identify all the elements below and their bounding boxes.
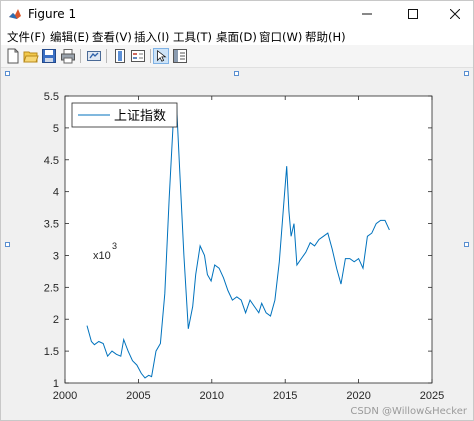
minimize-button[interactable]: [345, 1, 389, 27]
close-button[interactable]: [437, 1, 473, 27]
axes-box: [64, 95, 433, 384]
y-tick-label: 1: [53, 378, 59, 390]
toolbar-separator: [150, 49, 151, 63]
resize-handle[interactable]: [464, 71, 469, 76]
y-tick-label: 4.5: [44, 155, 59, 167]
y-tick-label: 5.5: [44, 91, 59, 103]
y-tick-label: 4: [53, 187, 59, 199]
x-tick-label: 2010: [200, 390, 224, 402]
y-tick-label: 1.5: [44, 346, 59, 358]
x-tick-label: 2025: [420, 390, 444, 402]
pointer-icon[interactable]: [153, 48, 169, 64]
menu-help[interactable]: 帮助(H): [305, 30, 346, 44]
figure-canvas[interactable]: 2000 2005 2010 2015 2020 2025 1 1.5 2 2.5 3 3.5 4 4.5…: [1, 68, 473, 420]
x-tick-label: 2000: [53, 390, 77, 402]
y-tick-label: 3: [53, 250, 59, 262]
close-icon: [450, 9, 460, 19]
save-icon[interactable]: [41, 48, 57, 64]
resize-handle[interactable]: [464, 242, 469, 247]
x-tick-label: 2005: [126, 390, 150, 402]
figure-toolbar: [1, 45, 473, 68]
link-icon[interactable]: [86, 48, 102, 64]
maximize-button[interactable]: [391, 1, 435, 27]
resize-handle[interactable]: [5, 242, 10, 247]
resize-handle[interactable]: [5, 71, 10, 76]
menu-desktop[interactable]: 桌面(D): [216, 30, 257, 44]
axes-background[interactable]: [65, 96, 432, 383]
y-tick-label: 3.5: [44, 219, 59, 231]
insert-colorbar-icon[interactable]: [112, 48, 128, 64]
menu-file[interactable]: 文件(F): [7, 30, 46, 44]
maximize-icon: [408, 9, 418, 19]
toolbar-separator: [106, 49, 107, 63]
title-bar[interactable]: Figure 1: [1, 1, 473, 27]
y-multiplier-exponent: 3: [112, 241, 117, 251]
y-tick-label: 2: [53, 314, 59, 326]
x-tick-label: 2015: [273, 390, 297, 402]
legend[interactable]: 上证指数: [71, 102, 178, 128]
toolbar-separator: [80, 49, 81, 63]
series-line: [86, 105, 390, 379]
y-multiplier-label: x10: [93, 250, 111, 262]
y-tick-label: 5: [53, 123, 59, 135]
open-file-icon[interactable]: [23, 48, 39, 64]
watermark: CSDN @Willow&Hecker: [350, 406, 467, 417]
property-inspector-icon[interactable]: [172, 48, 188, 64]
menu-edit[interactable]: 编辑(E): [50, 30, 90, 44]
x-tick-label: 2020: [346, 390, 370, 402]
menu-window[interactable]: 窗口(W): [259, 30, 303, 44]
insert-legend-icon[interactable]: [130, 48, 146, 64]
menu-tools[interactable]: 工具(T): [173, 30, 212, 44]
window-title: Figure 1: [28, 7, 77, 21]
line-chart: 2000 2005 2010 2015 2020 2025 1 1.5 2 2.5 3 3.5 4 4.5…: [44, 91, 445, 402]
menu-bar: 文件(F) 编辑(E) 查看(V) 插入(I) 工具(T) 桌面(D) 窗口(W…: [1, 27, 473, 45]
menu-view[interactable]: 查看(V): [92, 30, 132, 44]
new-figure-icon[interactable]: [5, 48, 21, 64]
y-tick-label: 2.5: [44, 282, 59, 294]
print-icon[interactable]: [60, 48, 76, 64]
menu-insert[interactable]: 插入(I): [134, 30, 170, 44]
resize-handle[interactable]: [234, 71, 239, 76]
series-layer: [86, 105, 390, 379]
matlab-icon: [9, 9, 21, 19]
legend-entry-label: 上证指数: [114, 109, 166, 124]
minimize-icon: [362, 13, 372, 15]
